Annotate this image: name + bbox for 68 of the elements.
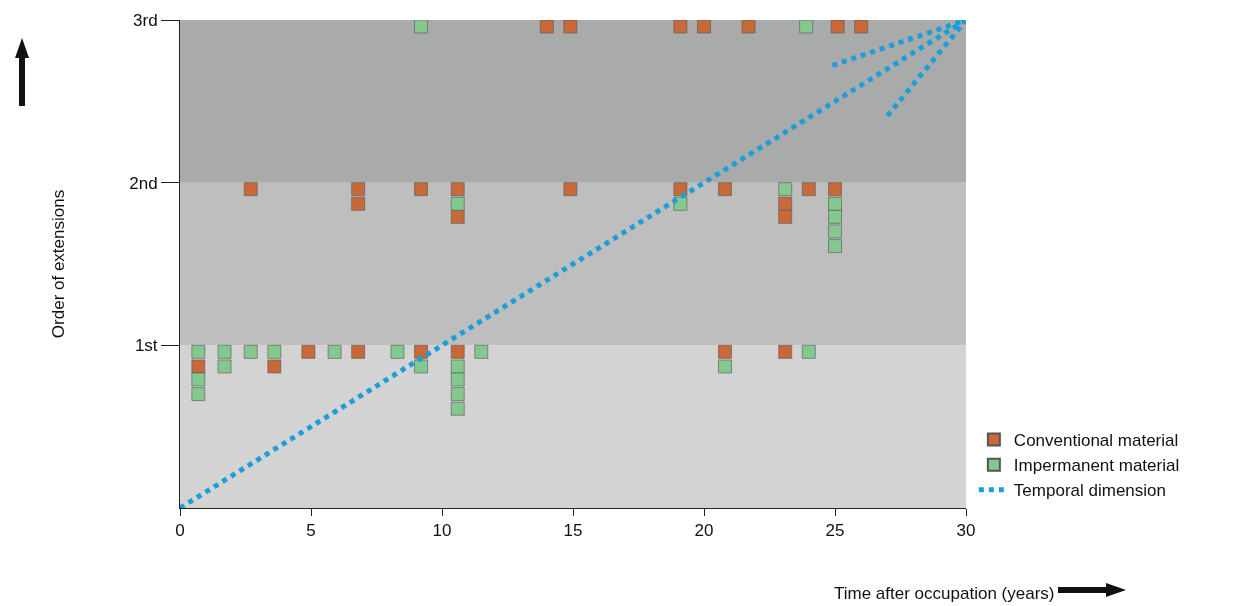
point <box>267 359 282 374</box>
point <box>414 182 428 196</box>
point <box>217 359 232 374</box>
legend-label: Conventional material <box>1013 431 1179 451</box>
point <box>718 182 732 196</box>
point <box>828 197 842 211</box>
point <box>450 359 465 374</box>
point <box>778 210 793 224</box>
point <box>828 239 842 253</box>
point <box>243 345 258 359</box>
point <box>301 345 316 359</box>
point <box>414 359 428 374</box>
point <box>327 345 342 359</box>
point <box>474 345 489 359</box>
point <box>799 20 813 34</box>
point <box>828 210 842 224</box>
point <box>718 359 732 374</box>
point <box>718 345 732 359</box>
point <box>778 182 793 196</box>
point <box>450 210 465 224</box>
x-tick-label: 15 <box>563 521 583 541</box>
point <box>414 345 428 359</box>
point <box>828 182 842 196</box>
y-axis-title: Order of extensions <box>48 189 68 339</box>
point <box>563 20 578 34</box>
point <box>830 20 845 34</box>
point <box>778 197 793 211</box>
point <box>563 182 578 196</box>
point <box>217 345 232 359</box>
point <box>673 20 688 34</box>
point <box>191 345 206 359</box>
point <box>450 401 465 416</box>
point <box>778 345 793 359</box>
x-tick-label: 20 <box>694 521 714 541</box>
point <box>540 20 554 34</box>
y-tick-label: 1st <box>134 336 158 356</box>
x-tick-label: 30 <box>956 521 976 541</box>
point <box>450 345 465 359</box>
point <box>414 20 428 34</box>
legend-label: Impermanent material <box>1013 456 1180 476</box>
x-tick-label: 25 <box>825 521 845 541</box>
point <box>741 20 756 34</box>
point <box>450 197 465 211</box>
point <box>390 345 405 359</box>
x-axis-title: Time after occupation (years) <box>834 584 1055 603</box>
point <box>802 345 816 359</box>
point <box>191 372 206 387</box>
point <box>351 197 365 211</box>
point <box>191 387 206 401</box>
point <box>450 387 465 401</box>
point <box>673 182 688 196</box>
y-tick-label: 3rd <box>133 10 158 30</box>
x-tick-label: 0 <box>175 521 185 541</box>
point <box>697 20 711 34</box>
point <box>351 182 365 196</box>
point <box>191 359 206 374</box>
y-tick-label: 2nd <box>129 173 158 193</box>
x-tick-label: 10 <box>432 521 452 541</box>
point <box>828 224 842 239</box>
point <box>854 20 868 34</box>
point <box>450 372 465 387</box>
point <box>267 345 282 359</box>
point <box>351 345 365 359</box>
legend-label: Temporal dimension <box>1013 481 1166 501</box>
point <box>450 182 465 196</box>
x-tick-label: 5 <box>306 521 316 541</box>
point <box>802 182 816 196</box>
point <box>243 182 258 196</box>
